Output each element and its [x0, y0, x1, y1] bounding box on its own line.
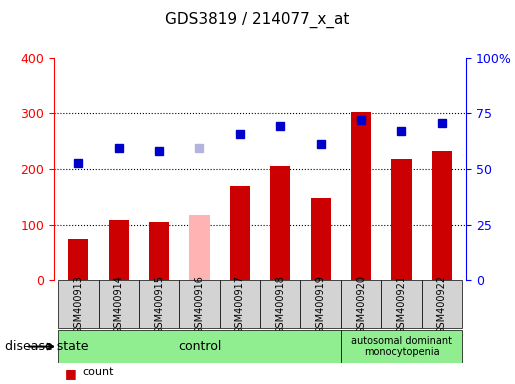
Bar — [190, 215, 210, 280]
Text: GSM400918: GSM400918 — [276, 275, 285, 334]
FancyBboxPatch shape — [220, 280, 260, 328]
Text: GSM400913: GSM400913 — [73, 275, 83, 334]
Text: GSM400920: GSM400920 — [356, 275, 366, 334]
Bar — [149, 222, 169, 280]
FancyBboxPatch shape — [58, 330, 341, 363]
FancyBboxPatch shape — [341, 280, 381, 328]
Bar — [311, 198, 331, 280]
Text: ■: ■ — [64, 367, 76, 380]
FancyBboxPatch shape — [422, 280, 462, 328]
Text: control: control — [178, 340, 221, 353]
FancyBboxPatch shape — [300, 280, 341, 328]
Bar — [68, 238, 89, 280]
Bar — [432, 151, 452, 280]
Text: autosomal dominant
monocytopenia: autosomal dominant monocytopenia — [351, 336, 452, 358]
FancyBboxPatch shape — [381, 280, 422, 328]
FancyBboxPatch shape — [341, 330, 462, 363]
Text: GSM400916: GSM400916 — [195, 275, 204, 334]
FancyBboxPatch shape — [179, 280, 220, 328]
Text: GSM400922: GSM400922 — [437, 275, 447, 334]
Bar — [270, 166, 290, 280]
Bar — [109, 220, 129, 280]
FancyBboxPatch shape — [58, 280, 98, 328]
Text: count: count — [82, 367, 114, 377]
Text: GSM400921: GSM400921 — [397, 275, 406, 334]
Bar — [230, 186, 250, 280]
Text: GDS3819 / 214077_x_at: GDS3819 / 214077_x_at — [165, 12, 350, 28]
Bar — [391, 159, 411, 280]
FancyBboxPatch shape — [98, 280, 139, 328]
Text: GSM400919: GSM400919 — [316, 275, 325, 334]
Bar — [351, 112, 371, 280]
FancyBboxPatch shape — [260, 280, 300, 328]
Text: GSM400917: GSM400917 — [235, 275, 245, 334]
Text: disease state: disease state — [5, 340, 89, 353]
FancyBboxPatch shape — [139, 280, 179, 328]
Text: GSM400915: GSM400915 — [154, 275, 164, 334]
Text: GSM400914: GSM400914 — [114, 275, 124, 334]
